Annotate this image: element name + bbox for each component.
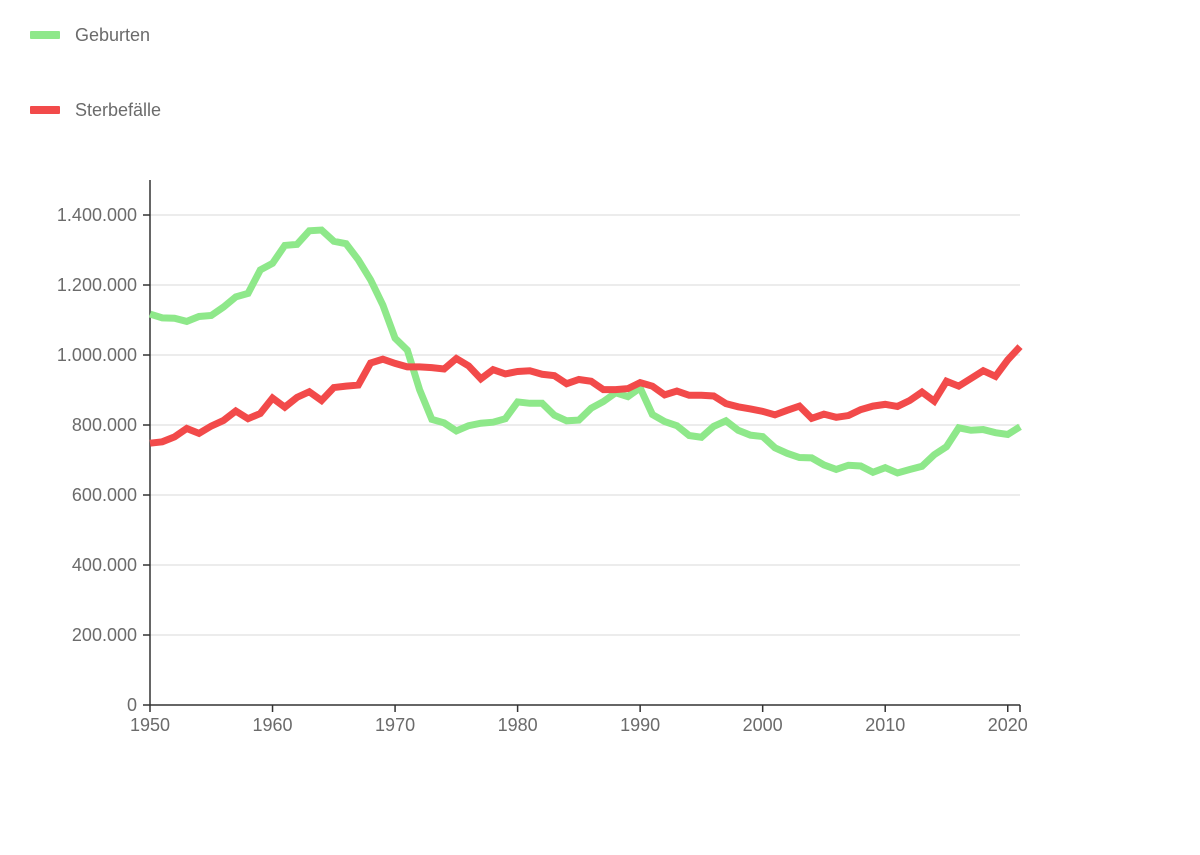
- gridlines: [150, 214, 1020, 636]
- x-tick-label: 2000: [743, 715, 783, 735]
- legend-item-sterbefaelle[interactable]: Sterbefälle: [30, 95, 161, 125]
- legend-label-geburten: Geburten: [75, 24, 151, 45]
- series-line-geburten: [148, 226, 1022, 477]
- legend-label-sterbefaelle: Sterbefälle: [75, 99, 162, 120]
- legend-item-geburten[interactable]: Geburten: [30, 20, 161, 50]
- chart-legend: Geburten Sterbefälle: [30, 20, 161, 170]
- y-tick-label: 200.000: [72, 625, 137, 645]
- x-tick-label: 2020: [988, 715, 1028, 735]
- y-tick-label: 1.000.000: [57, 345, 137, 365]
- y-tick-label: 600.000: [72, 485, 137, 505]
- y-tick-label: 1.200.000: [57, 275, 137, 295]
- x-tick-label: 1960: [253, 715, 293, 735]
- x-tick-label: 1990: [620, 715, 660, 735]
- x-tick-label: 2010: [865, 715, 905, 735]
- y-tick-label: 0: [127, 695, 137, 715]
- x-tick-label: 1970: [375, 715, 415, 735]
- y-tick-label: 1.400.000: [57, 205, 137, 225]
- series-line-sterbefaelle: [149, 344, 1023, 447]
- legend-swatch-sterbefaelle: [30, 106, 60, 114]
- x-tick-label: 1980: [498, 715, 538, 735]
- y-tick-label: 400.000: [72, 555, 137, 575]
- tick-labels: 0 200.000 400.000 600.000 800.000 1.000.000 1.…: [57, 205, 1028, 735]
- y-tick-label: 800.000: [72, 415, 137, 435]
- series-lines: [148, 226, 1023, 477]
- x-tick-label: 1950: [130, 715, 170, 735]
- legend-swatch-geburten: [30, 31, 60, 39]
